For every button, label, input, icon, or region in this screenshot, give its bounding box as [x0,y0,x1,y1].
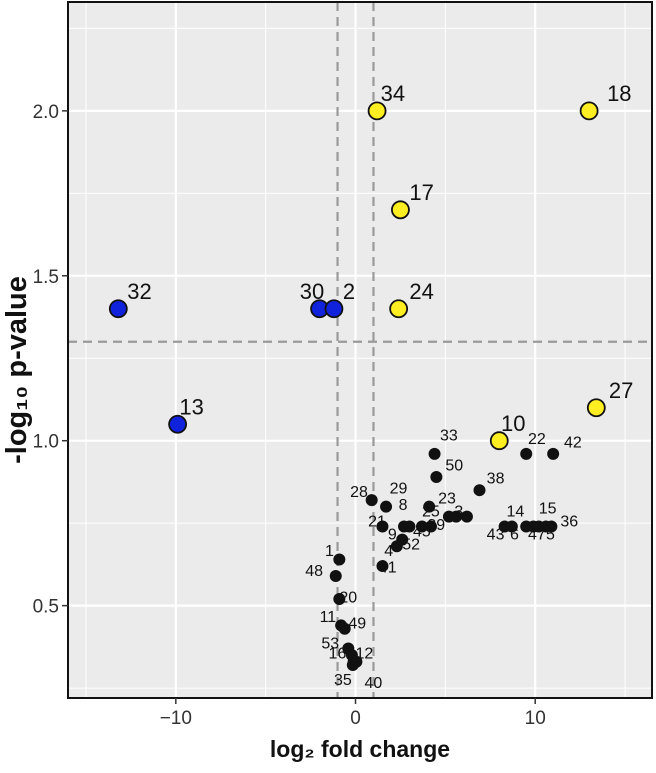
point-label: 53 [321,636,339,653]
y-axis-ticks: 0.5 1.0 1.5 2.0 [33,102,68,618]
data-point [403,520,416,533]
point-label: 30 [300,279,324,304]
point-labels: 34 18 17 24 27 10 32 30 2 13 33 22 42 50 38 28 298 233 25 2… [127,81,633,692]
threshold-lines [68,2,652,698]
point-label: 13 [179,394,203,419]
data-point [396,533,409,546]
data-point-significant [489,431,509,451]
point-label: 9 [388,527,397,544]
x-axis-ticks: −10 0 10 [160,698,546,729]
point-label: 16 [329,645,347,662]
data-point-significant [579,101,599,121]
data-point-significant [367,101,387,121]
point-label: 32 [127,279,151,304]
point-label: 24 [409,279,433,304]
point-label: 14 [506,504,524,521]
point-label: 42 [564,434,582,451]
data-point [423,500,436,513]
data-point [424,520,437,533]
point-label: 43 [487,527,505,544]
data-point [547,447,560,460]
point-label: 45 [413,523,431,540]
point-label: 33 [440,428,458,445]
data-point-significant [391,200,410,220]
x-tick-label: 10 [525,708,546,729]
point-label: 23 [438,490,456,507]
plot-panel [68,2,652,698]
point-label: 34 [381,81,405,106]
x-tick-label: 0 [350,708,361,729]
point-label: 21 [368,513,386,530]
data-point [415,520,428,533]
data-point [376,560,389,573]
data-point-significant [108,299,128,319]
point-label: 49 [348,616,366,633]
data-point [365,494,378,507]
data-point [333,553,346,566]
point-label: 38 [487,471,505,488]
point-label: 15 [539,500,557,517]
point-label: 17 [409,180,433,205]
data-point [338,622,351,635]
point-label: 1 [325,543,334,560]
x-tick-label: −10 [160,708,192,729]
data-point [473,484,486,497]
data-point-significant [324,299,344,319]
data-point [430,470,443,483]
minor-gridlines [68,2,652,698]
point-label: 6 [510,527,519,544]
data-point-significant [168,414,188,434]
y-axis-title: -log₁₀ p-value [1,276,33,464]
data-point [450,510,463,523]
data-point [527,520,540,533]
point-label: 47 [528,527,546,544]
point-label: 12 [356,645,374,662]
point-label: 18 [607,81,631,106]
data-point [329,569,342,582]
data-point [376,520,389,533]
point-label: 22 [528,431,546,448]
point-label: 8 [399,497,408,514]
data-point [520,447,533,460]
point-label: 39 [427,517,445,534]
plot-border [67,1,653,699]
major-gridlines [68,2,652,698]
point-label: 10 [501,411,525,436]
data-point [545,520,558,533]
point-label: 27 [609,378,633,403]
point-label: 20 [339,589,357,606]
point-label: 35 [334,672,352,689]
data-point [350,655,363,668]
data-points [108,101,606,672]
point-label: 3 [454,504,463,521]
point-label: 50 [445,457,463,474]
point-label: 2 [343,279,355,304]
point-label: 28 [350,484,368,501]
x-axis-title: log₂ fold change [270,736,450,762]
point-label: 11 [320,609,337,626]
y-tick-label: 2.0 [33,102,59,123]
point-label: 40 [364,675,382,692]
point-label: 29 [390,480,408,497]
point-label: 36 [560,513,578,530]
point-label: 48 [305,563,323,580]
point-label: 5 [546,527,555,544]
point-label: 25 [422,504,440,521]
data-point [505,520,518,533]
data-point [380,500,393,513]
y-tick-label: 0.5 [33,597,59,618]
point-label: 4 [384,543,393,560]
y-tick-label: 1.0 [33,432,59,453]
point-label: 41 [379,560,397,577]
y-tick-label: 1.5 [33,267,59,288]
data-point [460,510,473,523]
data-point [428,447,441,460]
data-point-significant [586,398,606,418]
data-point [333,593,346,606]
data-point-significant [389,299,409,319]
point-label: 52 [402,537,420,554]
